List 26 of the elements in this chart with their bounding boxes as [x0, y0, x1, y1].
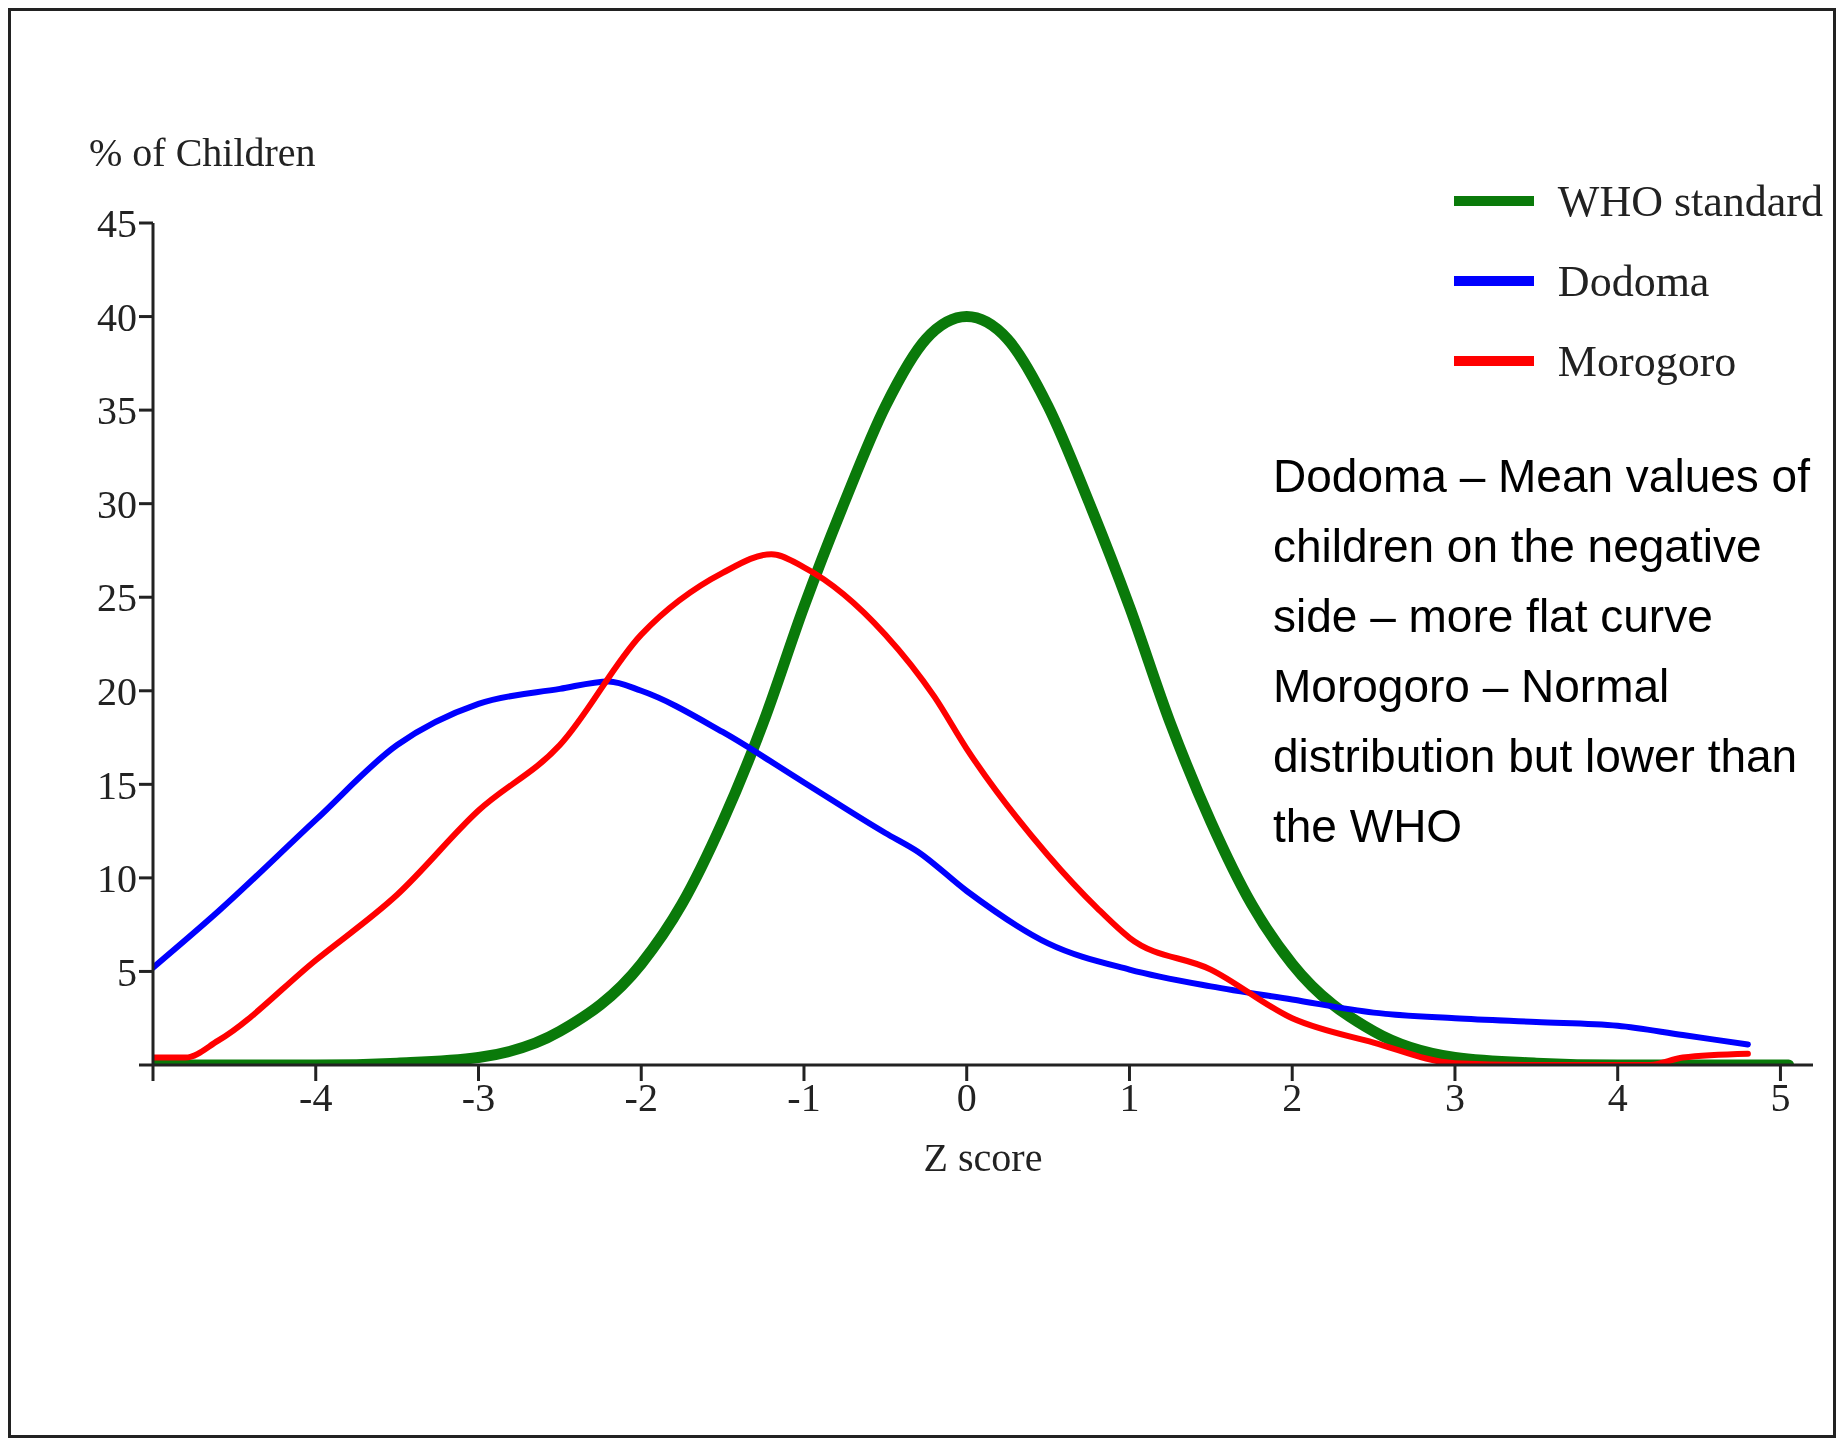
y-tick-label: 30 [97, 481, 137, 527]
y-tick-label: 20 [97, 668, 137, 714]
y-tick-label: 5 [117, 949, 137, 995]
x-tick-label: -2 [624, 1075, 658, 1121]
y-tick-label: 25 [97, 575, 137, 621]
y-tick-label: 40 [97, 294, 137, 340]
y-axis-title: % of Children [89, 129, 316, 176]
annotation: Dodoma – Mean values of children on the negative side – more flat curve [1273, 449, 1811, 644]
legend-label: Morogoro [1557, 335, 1737, 387]
y-tick-label: 15 [97, 762, 137, 808]
legend-label: WHO standard [1557, 175, 1823, 227]
annotation: Morogoro – Normal distribution but lower than the WHO [1273, 659, 1799, 854]
x-tick-label: 1 [1119, 1075, 1140, 1121]
x-tick-label: -3 [461, 1075, 496, 1121]
x-tick-label: 0 [956, 1075, 977, 1121]
y-tick-label: 45 [97, 201, 137, 247]
legend-label: Dodoma [1557, 255, 1710, 307]
x-tick-label: 4 [1607, 1075, 1628, 1121]
x-tick-label: -4 [299, 1075, 333, 1121]
y-tick-label: 10 [97, 856, 137, 902]
x-tick-label: 2 [1282, 1075, 1303, 1121]
x-tick-label: -1 [787, 1075, 821, 1121]
x-axis-title: Z score [923, 1135, 1043, 1180]
x-tick-label: 5 [1770, 1075, 1791, 1121]
y-tick-label: 35 [97, 388, 137, 434]
x-tick-label: 3 [1444, 1075, 1465, 1121]
